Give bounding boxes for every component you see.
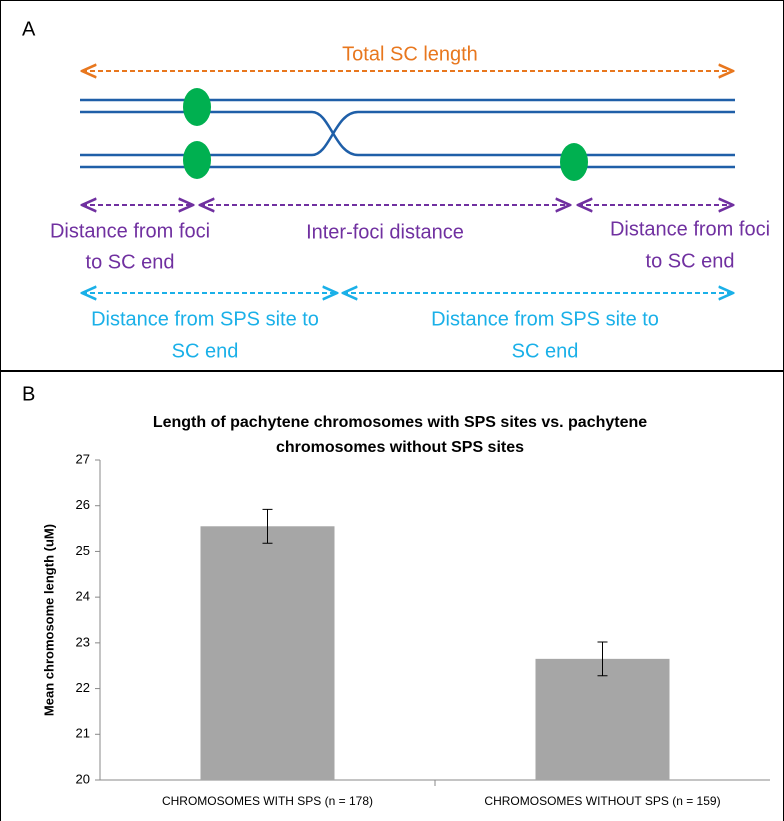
y-tick-label: 21 bbox=[76, 726, 90, 741]
y-axis-label: Mean chromosome length (uM) bbox=[41, 524, 56, 716]
total-length-label: Total SC length bbox=[342, 43, 478, 65]
sps-label: Distance from SPS site to bbox=[91, 308, 319, 330]
sps-label: SC end bbox=[512, 340, 579, 362]
inter-foci-label: Inter-foci distance bbox=[306, 221, 464, 243]
bar bbox=[536, 659, 670, 780]
panel-label: B bbox=[22, 383, 35, 405]
y-tick-label: 22 bbox=[76, 680, 90, 695]
sps-label: Distance from SPS site to bbox=[431, 308, 659, 330]
chart-title: Length of pachytene chromosomes with SPS… bbox=[110, 410, 690, 460]
y-tick-label: 20 bbox=[76, 771, 90, 786]
foci-label: Distance from foci bbox=[610, 218, 770, 240]
y-tick-label: 24 bbox=[76, 589, 90, 604]
y-tick-label: 27 bbox=[76, 451, 90, 466]
chart-title-box: Length of pachytene chromosomes with SPS… bbox=[110, 410, 690, 464]
x-tick-label: CHROMOSOMES WITH SPS (n = 178) bbox=[162, 794, 373, 808]
x-tick-label: CHROMOSOMES WITHOUT SPS (n = 159) bbox=[484, 794, 720, 808]
foci-label: to SC end bbox=[646, 250, 735, 272]
bar bbox=[201, 526, 335, 780]
y-tick-label: 25 bbox=[76, 543, 90, 558]
figure: A Total SC length Distance from foci to … bbox=[0, 0, 784, 821]
foci-label: to SC end bbox=[86, 251, 175, 273]
y-tick-label: 26 bbox=[76, 497, 90, 512]
chromosomes bbox=[80, 100, 735, 167]
panel-label: A bbox=[22, 18, 36, 40]
foci-label: Distance from foci bbox=[50, 220, 210, 242]
sps-label: SC end bbox=[172, 340, 239, 362]
y-tick-label: 23 bbox=[76, 634, 90, 649]
